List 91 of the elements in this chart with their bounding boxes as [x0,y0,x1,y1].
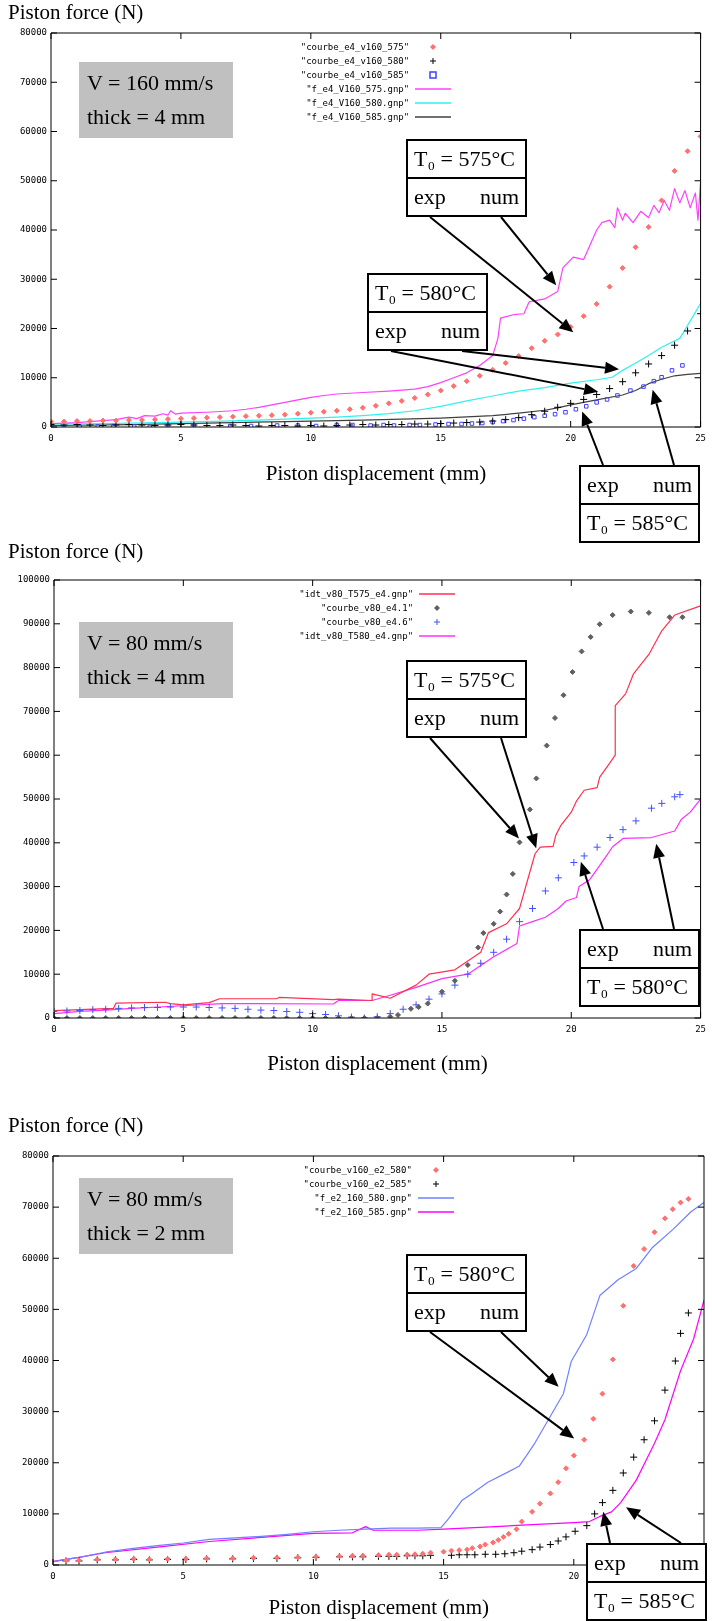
legend-label: "courbe_v160_e2_585" [303,1179,412,1189]
y-tick-label: 70000 [21,1201,49,1212]
annotation: num [479,704,519,732]
y-tick-label: 30000 [19,273,47,284]
annotation: V = 160 mm/s [87,69,215,97]
x-axis-title: Piston displacement (mm) [265,461,487,485]
x-tick-label: 20 [565,432,577,443]
text: exp [587,471,619,499]
y-tick-label: 80000 [21,1150,49,1161]
x-tick-label: 15 [435,432,447,443]
annotation: V = 80 mm/s [87,1185,204,1213]
y-tick-label: 70000 [22,705,50,716]
y-tick-label: 10000 [22,968,50,979]
y-axis-title: Piston force (N) [8,1113,144,1137]
x-tick-label: 10 [305,432,317,443]
x-tick-label: 0 [51,1023,57,1034]
annotation: num [479,183,519,211]
annotation: T₀ = 580°C [581,967,698,1005]
text: T₀ = 585°C [588,1581,705,1619]
y-axis-title: Piston force (N) [8,0,144,24]
annotation: T₀ = 580°C [413,1260,516,1288]
y-tick-label: 90000 [22,618,50,629]
legend-label: "courbe_e4_v160_580" [300,56,410,66]
x-tick-label: 10 [307,1570,319,1581]
legend-label: "courbe_v160_e2_580" [303,1165,412,1175]
y-tick-label: 80000 [22,661,50,672]
x-tick-label: 20 [568,1570,580,1581]
annotation: exp [375,317,407,345]
y-tick-label: 50000 [19,175,47,186]
annotation: exp [414,1298,446,1326]
y-tick-label: 50000 [21,1303,49,1314]
y-tick-label: 100000 [17,574,50,585]
y-axis-title: Piston force (N) [8,539,144,563]
annotation: thick = 4 mm [87,103,207,131]
x-tick-label: 25 [695,432,706,443]
y-tick-label: 10000 [21,1508,49,1519]
annotation: num [479,1298,519,1326]
annotation: num [652,935,692,963]
y-tick-label: 80000 [19,27,47,38]
y-tick-label: 0 [43,1559,49,1570]
legend-label: "idt_v80_T575_e4.gnp" [299,589,414,599]
y-tick-label: 0 [41,421,47,432]
legend-label: "idt_v80_T580_e4.gnp" [299,631,414,641]
annotation: num [440,317,480,345]
annotation: exp [414,704,446,732]
text: num [652,471,692,499]
annotation: exp [587,935,619,963]
annotation: exp [414,183,446,211]
x-tick-label: 15 [436,1023,448,1034]
annotation: T₀ = 580°C [374,279,477,307]
y-tick-label: 10000 [19,372,47,383]
y-tick-label: 40000 [21,1354,49,1365]
y-tick-label: 0 [44,1012,50,1023]
y-tick-label: 40000 [19,224,47,235]
x-axis-title: Piston displacement (mm) [267,1051,488,1075]
x-tick-label: 5 [180,1023,187,1034]
y-tick-label: 70000 [19,76,47,87]
y-tick-label: 60000 [22,749,50,760]
legend-label: "courbe_e4_v160_585" [300,70,410,80]
y-tick-label: 40000 [22,837,50,848]
y-tick-label: 30000 [21,1405,49,1416]
y-tick-label: 20000 [22,924,50,935]
legend-label: "f_e2_160_580.gnp" [314,1193,412,1203]
legend-label: "f_e4_V160_585.gnp" [306,112,410,122]
annotation: thick = 2 mm [87,1219,207,1247]
legend-label: "courbe_v80_e4.1" [320,603,414,613]
y-tick-label: 50000 [22,793,50,804]
annotation: thick = 4 mm [87,663,207,691]
y-tick-label: 60000 [19,125,47,136]
x-tick-label: 15 [438,1570,450,1581]
legend-label: "f_e2_160_585.gnp" [314,1207,412,1217]
y-tick-label: 20000 [19,322,47,333]
legend-label: "courbe_v80_e4.6" [320,617,414,627]
annotation: exp [594,1549,626,1577]
x-tick-label: 5 [178,432,184,443]
annotation: V = 80 mm/s [87,629,204,657]
x-tick-label: 20 [565,1023,577,1034]
x-axis-title: Piston displacement (mm) [268,1595,489,1619]
text: T₀ = 585°C [581,503,698,541]
legend-label: "courbe_e4_v160_575" [300,42,410,52]
legend-label: "f_e4_V160_580.gnp" [306,98,410,108]
x-tick-label: 25 [695,1023,706,1034]
annotation: num [659,1549,699,1577]
x-tick-label: 10 [307,1023,319,1034]
x-tick-label: 5 [180,1570,186,1581]
legend-label: "f_e4_V160_575.gnp" [306,84,410,94]
y-tick-label: 60000 [21,1252,49,1263]
annotation: T₀ = 575°C [413,666,516,694]
y-tick-label: 30000 [22,880,50,891]
annotation: T₀ = 575°C [413,145,516,173]
y-tick-label: 20000 [21,1457,49,1468]
